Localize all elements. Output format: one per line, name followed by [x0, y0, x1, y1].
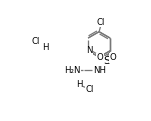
Text: Cl: Cl — [32, 37, 40, 46]
Text: N: N — [86, 46, 92, 55]
Text: H₂N: H₂N — [64, 66, 80, 75]
Text: O: O — [110, 53, 116, 62]
Text: H: H — [77, 80, 83, 89]
Text: NH: NH — [93, 66, 106, 75]
Text: Cl: Cl — [96, 18, 105, 27]
Text: H: H — [42, 43, 48, 52]
Text: S: S — [103, 56, 110, 66]
Text: Cl: Cl — [85, 85, 94, 94]
Text: O: O — [96, 53, 103, 62]
